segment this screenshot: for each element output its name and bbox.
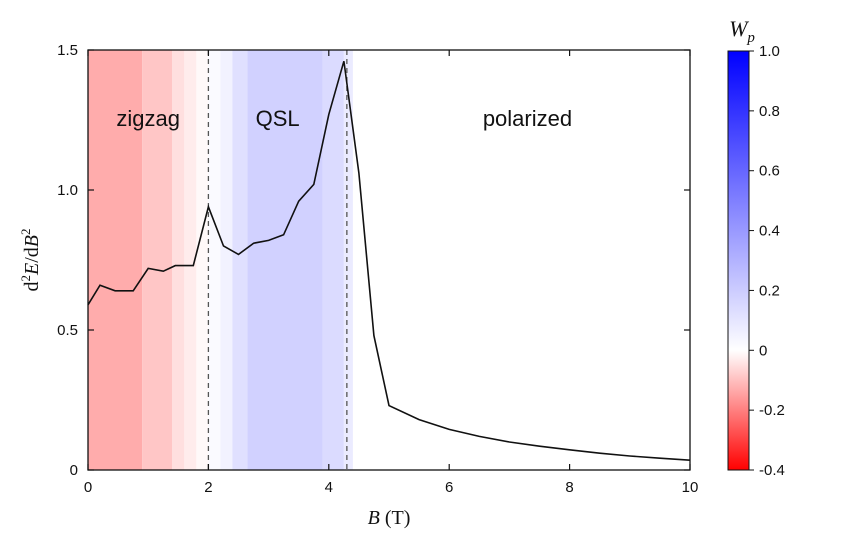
background-band <box>322 50 344 470</box>
region-labels: zigzag QSL polarized <box>116 106 572 131</box>
region-label: polarized <box>483 106 572 131</box>
background-band <box>232 50 248 470</box>
colorbar-tick-label: 1.0 <box>759 43 780 60</box>
x-tick-label: 8 <box>565 479 573 496</box>
plot-frame <box>87 49 691 471</box>
x-tick-label: 10 <box>682 479 699 496</box>
x-tick-label: 2 <box>204 479 212 496</box>
background-band <box>343 50 353 470</box>
background-band <box>142 50 173 470</box>
x-axis-label-symbol: B <box>368 507 380 529</box>
region-boundaries <box>207 50 348 470</box>
y-axis: 0 0.5 1.0 1.5 <box>57 42 690 479</box>
x-tick-label: 0 <box>84 479 92 496</box>
y-tick-label: 0 <box>70 462 78 479</box>
y-label-exp2: 2 <box>18 229 33 236</box>
y-label-d: d <box>21 282 43 292</box>
x-axis-label-unit: (T) <box>380 507 411 529</box>
y-label-slash-d: /d <box>21 247 43 263</box>
background-band <box>88 50 143 470</box>
colorbar-label-main: W <box>729 16 749 41</box>
background-band <box>172 50 185 470</box>
colorbar-tick-label: -0.4 <box>759 462 785 479</box>
background-bands <box>88 50 353 470</box>
background-band <box>220 50 233 470</box>
series-line <box>87 60 691 461</box>
y-tick-label: 0.5 <box>57 322 78 339</box>
y-label-b: B <box>21 235 43 247</box>
colorbar <box>727 50 750 471</box>
colorbar-tick-label: 0.2 <box>759 282 780 299</box>
y-tick-label: 1.5 <box>57 42 78 59</box>
colorbar-tick-label: 0 <box>759 342 767 359</box>
x-axis-label: B (T) <box>368 507 411 529</box>
colorbar-label: Wp <box>729 16 755 46</box>
background-band <box>184 50 197 470</box>
y-axis-label: d2E/dB2 <box>18 229 43 292</box>
region-label: zigzag <box>116 106 180 131</box>
colorbar-tick-label: 0.6 <box>759 163 780 180</box>
colorbar-tick-label: 0.4 <box>759 223 780 240</box>
x-axis: 0 2 4 6 8 10 <box>84 50 699 496</box>
y-label-e: E <box>21 263 43 276</box>
y-label-exp1: 2 <box>18 275 33 282</box>
background-band <box>208 50 221 470</box>
colorbar-ticks: 1.0 0.8 0.6 0.4 0.2 0 -0.2 -0.4 <box>749 43 785 479</box>
x-tick-label: 6 <box>445 479 453 496</box>
y-tick-label: 1.0 <box>57 182 78 199</box>
colorbar-tick-label: -0.2 <box>759 402 785 419</box>
background-band <box>247 50 323 470</box>
colorbar-tick-label: 0.8 <box>759 103 780 120</box>
x-tick-label: 4 <box>325 479 333 496</box>
region-label: QSL <box>256 106 300 131</box>
colorbar-label-sub: p <box>746 30 755 46</box>
background-band <box>196 50 209 470</box>
